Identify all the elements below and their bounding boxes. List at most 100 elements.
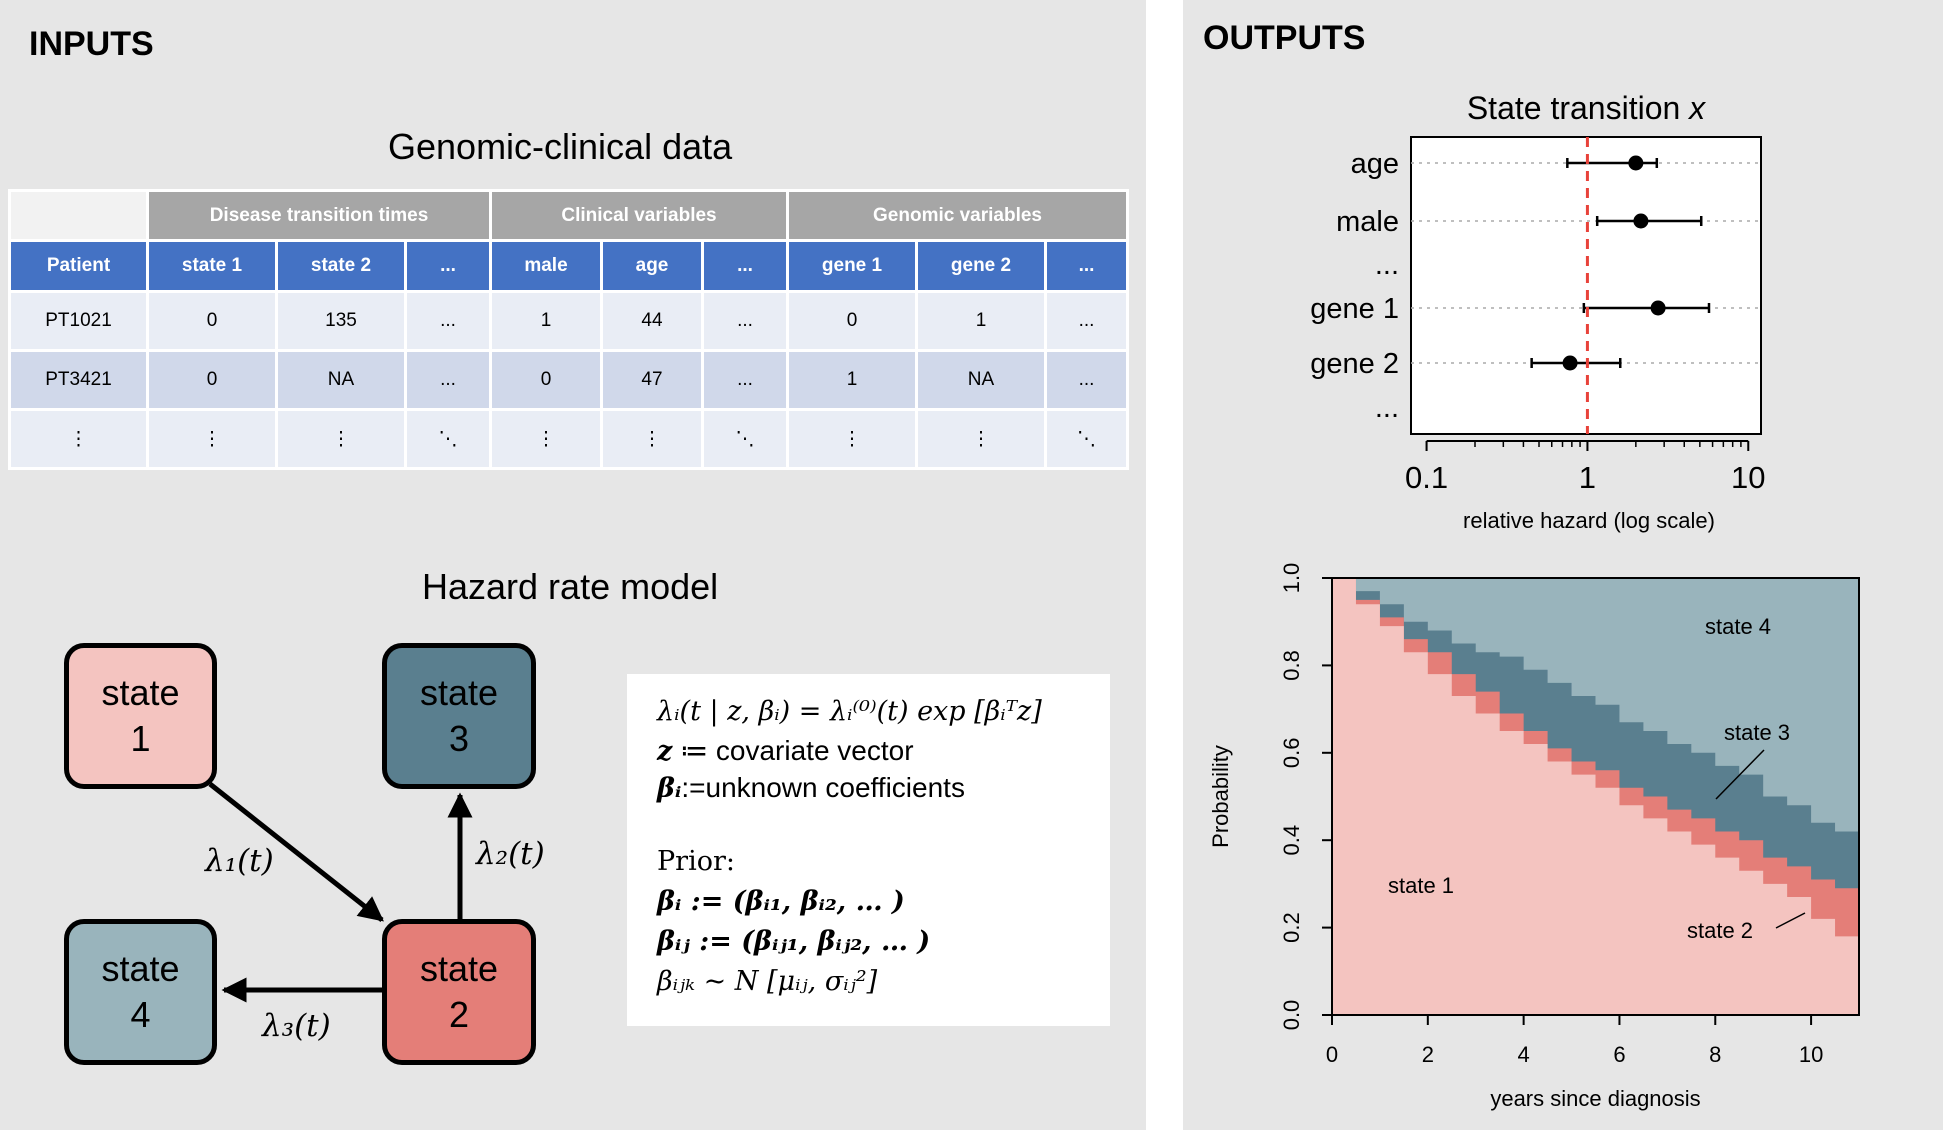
forest-row-label: male [1336,206,1399,238]
table-cell: 1 [918,293,1044,349]
z-symbol: z [657,736,673,767]
table-row: PT3421 0 NA ... 0 47 ... 1 NA ... [11,352,1126,408]
area-x-tick-label: 2 [1422,1042,1434,1067]
table-cell: ⋱ [407,411,489,467]
area-y-tick-label: 1.0 [1279,563,1304,594]
inputs-title: INPUTS [29,25,154,63]
table-cell: ⋮ [603,411,701,467]
column-header: state 1 [149,242,275,290]
table-cell: NA [278,352,404,408]
state-node-1: state 1 [64,643,217,789]
table-cell: 0 [789,293,915,349]
area-x-tick-label: 8 [1709,1042,1721,1067]
point-estimate [1562,355,1578,371]
forest-row-label: age [1351,148,1399,180]
state-number: 2 [448,994,470,1035]
table-cell: ⋮ [11,411,146,467]
table-cell: ... [704,352,786,408]
lambda-1-label: λ₁(t) [205,843,274,879]
area-y-tick-label: 0.4 [1279,825,1304,856]
genomic-clinical-table: Disease transition times Clinical variab… [8,189,1129,470]
table-cell: ⋱ [1047,411,1126,467]
column-header: Patient [11,242,146,290]
forest-row-label: ... [1375,392,1399,424]
table-cell: 44 [603,293,701,349]
outputs-title: OUTPUTS [1203,19,1366,57]
prior-line-1: βᵢ := (βᵢ₁, βᵢ₂, … ) [657,886,905,917]
point-estimate [1650,300,1666,316]
table-row: PT1021 0 135 ... 1 44 ... 0 1 ... [11,293,1126,349]
table-cell: ⋮ [149,411,275,467]
state-probability-chart: 0 2 4 6 8 10 years since diagnosis 0.0 0.2 0.4 0.6… [1208,563,1860,1111]
forest-row-label: ... [1375,249,1399,281]
prior-line-3: βᵢⱼₖ ~ N [μᵢⱼ, σᵢⱼ²] [657,966,878,997]
z-definition: z ≔ covariate vector [657,734,914,767]
lambda-2-label: λ₂(t) [476,836,545,872]
column-header: state 2 [278,242,404,290]
column-header: ... [1047,242,1126,290]
group-header-clinical: Clinical variables [492,192,786,239]
table-cell: ... [1047,352,1126,408]
table-cell: ... [1047,293,1126,349]
table-cell: ⋮ [918,411,1044,467]
table-cell: ⋮ [492,411,600,467]
state-2-pointer [1775,912,1806,929]
forest-plot: State transition x age male... gene 1 gene 2… [1310,90,1765,533]
inputs-panel: INPUTS Genomic-clinical data Disease tra… [0,0,1146,1130]
state-3-annotation: state 3 [1724,720,1790,745]
table-cell: PT3421 [11,352,146,408]
z-definition-text: ≔ covariate vector [672,735,914,766]
outputs-panel: OUTPUTS State transition x age male... gene… [1183,0,1943,1130]
transition-arrows [208,782,473,1003]
formula-box: λᵢ(t | z, βᵢ) = λᵢ⁽⁰⁾(t) exp [βᵢᵀz] z ≔ … [627,674,1110,1026]
area-x-tick-label: 6 [1613,1042,1625,1067]
area-y-tick-label: 0.0 [1279,1000,1304,1031]
area-y-tick-label: 0.8 [1279,650,1304,681]
forest-row-label: gene 1 [1310,293,1399,325]
area-y-tick-label: 0.2 [1279,912,1304,943]
prior-line-2: βᵢⱼ := (βᵢⱼ₁, βᵢⱼ₂, … ) [657,926,931,957]
table-cell: 47 [603,352,701,408]
state-number: 1 [130,718,151,759]
area-x-tick-label: 10 [1799,1042,1823,1067]
state-number: 4 [130,994,151,1035]
forest-x-label: relative hazard (log scale) [1463,508,1715,533]
model-title: Hazard rate model [422,566,719,607]
table-cell: 1 [492,293,600,349]
hazard-equation: λᵢ(t | z, βᵢ) = λᵢ⁽⁰⁾(t) exp [βᵢᵀz] [657,696,1042,727]
state-1-annotation: state 1 [1388,873,1454,898]
forest-x-tick-label: 0.1 [1405,460,1448,495]
table-cell: ... [407,352,489,408]
table-row: ⋮ ⋮ ⋮ ⋱ ⋮ ⋮ ⋱ ⋮ ⋮ ⋱ [11,411,1126,467]
state-label: state [101,672,180,713]
area-y-tick-label: 0.6 [1279,738,1304,769]
state-node-3: state 3 [382,643,536,789]
area-x-label: years since diagnosis [1490,1086,1700,1111]
table-cell: NA [918,352,1044,408]
state-3-pointer [1715,749,1765,800]
table-cell: 0 [149,352,275,408]
forest-x-tick-label: 1 [1579,460,1596,495]
prior-label: Prior: [657,846,735,877]
table-corner [11,192,146,239]
group-header-transition: Disease transition times [149,192,489,239]
beta-definition: βᵢ:=unknown coefficients [657,772,965,804]
state-2-annotation: state 2 [1687,918,1753,943]
table-cell: 0 [149,293,275,349]
arrow-1-to-2 [208,782,384,922]
forest-x-tick-label: 10 [1731,460,1765,495]
table-cell: 1 [789,352,915,408]
area-y-label: Probability [1208,745,1233,848]
point-estimate [1633,213,1649,229]
group-header-genomic: Genomic variables [789,192,1126,239]
state-number: 3 [448,718,470,759]
beta-symbol: βᵢ [657,773,682,804]
column-header: ... [407,242,489,290]
table-cell: 135 [278,293,404,349]
area-band-state-1 [1332,578,1859,1015]
area-plot-frame [1331,577,1860,1016]
point-estimate [1628,155,1644,171]
state-label: state [419,672,499,713]
state-node-4: state 4 [64,919,217,1065]
table-cell: ⋮ [789,411,915,467]
